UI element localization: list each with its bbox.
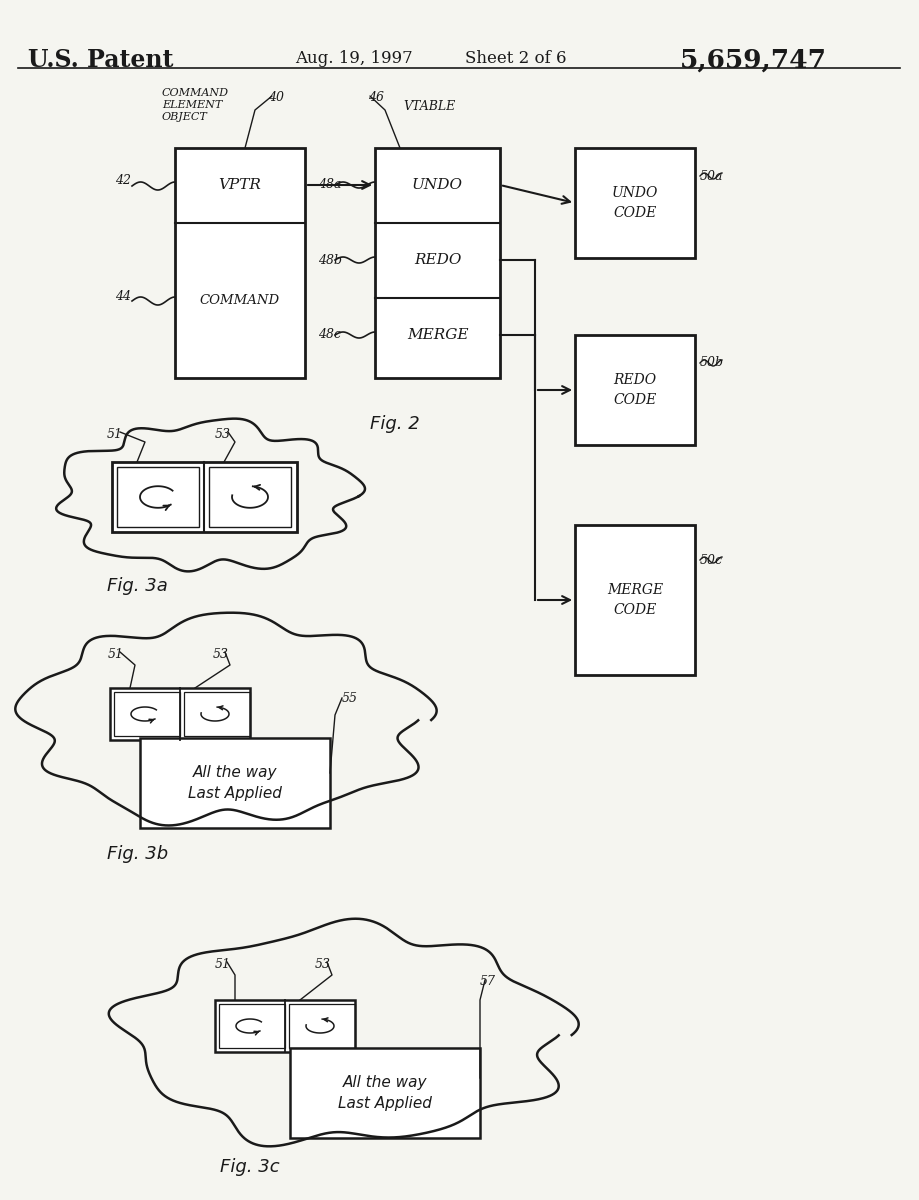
Text: Aug. 19, 1997: Aug. 19, 1997 xyxy=(295,50,413,67)
Text: REDO
CODE: REDO CODE xyxy=(613,373,656,407)
Bar xyxy=(575,335,695,445)
Text: 5,659,747: 5,659,747 xyxy=(680,48,827,73)
Bar xyxy=(110,688,250,740)
Text: 48a: 48a xyxy=(318,179,342,192)
Bar xyxy=(209,467,291,527)
Text: Sheet 2 of 6: Sheet 2 of 6 xyxy=(465,50,566,67)
Bar xyxy=(219,1004,285,1048)
Text: MERGE: MERGE xyxy=(407,328,469,342)
Text: 57: 57 xyxy=(480,974,496,988)
Bar xyxy=(114,692,180,736)
Bar xyxy=(289,1004,355,1048)
Text: 48b: 48b xyxy=(318,253,342,266)
Text: 53: 53 xyxy=(213,648,229,661)
Text: OBJECT: OBJECT xyxy=(162,112,208,122)
Bar xyxy=(184,692,250,736)
Text: UNDO
CODE: UNDO CODE xyxy=(612,186,658,220)
Text: 44: 44 xyxy=(115,289,131,302)
Text: 55: 55 xyxy=(342,692,358,704)
Text: Fig. 3b: Fig. 3b xyxy=(107,845,168,863)
Bar xyxy=(117,467,199,527)
Text: U.S. Patent: U.S. Patent xyxy=(28,48,174,72)
Text: Fig. 2: Fig. 2 xyxy=(370,415,420,433)
Text: ELEMENT: ELEMENT xyxy=(162,100,222,110)
Text: 42: 42 xyxy=(115,174,131,186)
Text: 50c: 50c xyxy=(700,553,723,566)
Text: 50b: 50b xyxy=(700,356,724,370)
Text: 50a: 50a xyxy=(700,169,723,182)
Text: UNDO: UNDO xyxy=(412,178,463,192)
Text: 53: 53 xyxy=(215,428,231,440)
Text: 53: 53 xyxy=(315,958,331,971)
Bar xyxy=(575,148,695,258)
Bar xyxy=(175,148,305,378)
Bar xyxy=(375,148,500,378)
Text: Fig. 3c: Fig. 3c xyxy=(220,1158,279,1176)
Text: MERGE
CODE: MERGE CODE xyxy=(607,583,664,617)
Text: 48c: 48c xyxy=(318,329,341,342)
Text: 51: 51 xyxy=(107,428,123,440)
Text: VPTR: VPTR xyxy=(219,178,261,192)
Bar xyxy=(215,1000,355,1052)
Bar xyxy=(140,738,330,828)
Text: 51: 51 xyxy=(108,648,124,661)
Text: VTABLE: VTABLE xyxy=(403,100,455,113)
Text: All the way
Last Applied: All the way Last Applied xyxy=(188,766,282,802)
Text: 51: 51 xyxy=(215,958,231,971)
Text: COMMAND: COMMAND xyxy=(162,88,229,98)
Text: REDO: REDO xyxy=(414,253,461,266)
Text: Fig. 3a: Fig. 3a xyxy=(107,577,168,595)
Text: 40: 40 xyxy=(268,91,284,104)
Text: All the way
Last Applied: All the way Last Applied xyxy=(338,1075,432,1111)
Text: 46: 46 xyxy=(368,91,384,104)
Bar xyxy=(575,526,695,674)
Bar xyxy=(290,1048,480,1138)
Text: COMMAND: COMMAND xyxy=(200,294,280,306)
Bar xyxy=(112,462,297,532)
